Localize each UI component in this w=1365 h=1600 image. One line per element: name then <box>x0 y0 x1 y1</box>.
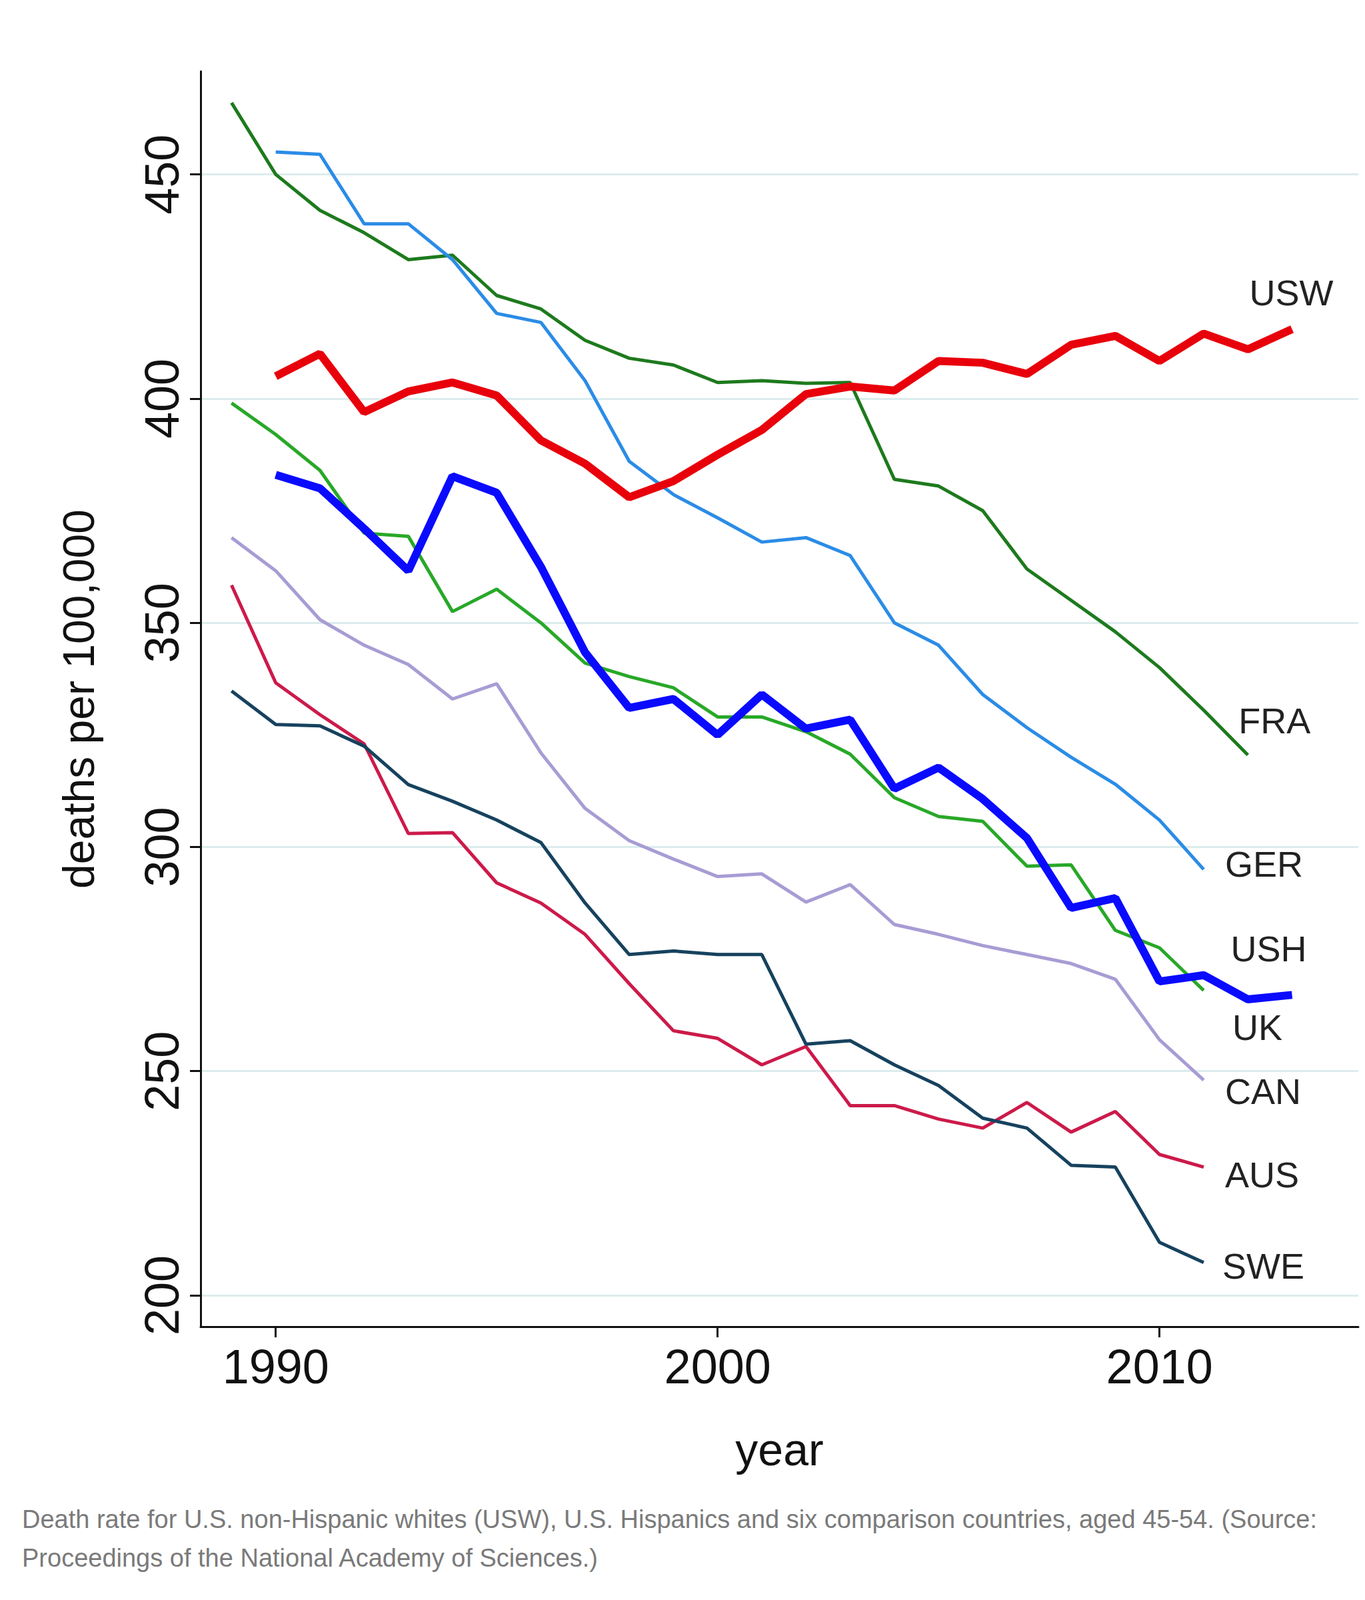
svg-text:AUS: AUS <box>1225 1154 1300 1195</box>
svg-text:year: year <box>735 1423 824 1475</box>
svg-text:SWE: SWE <box>1222 1245 1305 1286</box>
svg-text:2000: 2000 <box>664 1339 772 1393</box>
svg-text:USH: USH <box>1231 928 1308 969</box>
svg-text:Proceedings of the National Ac: Proceedings of the National Academy of S… <box>21 1543 598 1572</box>
svg-text:GER: GER <box>1225 843 1304 884</box>
svg-text:250: 250 <box>135 1031 189 1112</box>
svg-text:UK: UK <box>1232 1007 1283 1048</box>
svg-text:450: 450 <box>135 134 189 215</box>
svg-text:FRA: FRA <box>1238 700 1311 741</box>
svg-text:400: 400 <box>135 358 189 439</box>
svg-text:deaths per 100,000: deaths per 100,000 <box>53 509 104 889</box>
svg-text:CAN: CAN <box>1225 1071 1302 1112</box>
svg-text:2010: 2010 <box>1106 1339 1214 1393</box>
svg-text:300: 300 <box>135 806 189 887</box>
svg-text:200: 200 <box>135 1255 189 1336</box>
svg-text:350: 350 <box>135 582 189 663</box>
svg-text:USW: USW <box>1249 272 1334 313</box>
svg-text:1990: 1990 <box>222 1339 330 1393</box>
svg-text:Death rate for U.S. non-Hispan: Death rate for U.S. non-Hispanic whites … <box>21 1504 1325 1533</box>
